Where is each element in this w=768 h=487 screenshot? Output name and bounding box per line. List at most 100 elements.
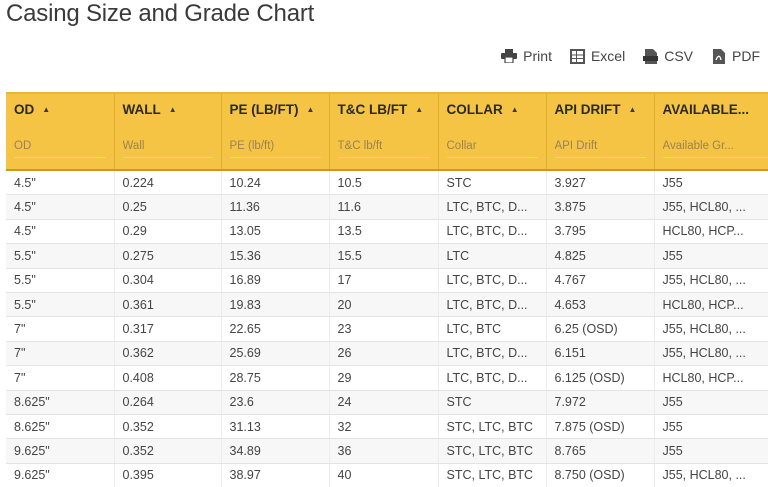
column-header-tc[interactable]: T&C LB/FT ▲ — [329, 92, 439, 125]
table-row[interactable]: 8.625" 0.352 31.13 32 STC, LTC, BTC 7.875 (OS… — [6, 414, 768, 440]
sort-ascending-icon: ▲ — [306, 105, 315, 114]
column-header-api-drift[interactable]: API DRIFT ▲ — [546, 92, 655, 125]
table-cell: 5.5" — [6, 292, 115, 318]
table-row[interactable]: 9.625" 0.395 38.97 40 STC, LTC, BTC 8.750 (OS… — [6, 463, 768, 487]
table-row[interactable]: 8.625" 0.264 23.6 24 STC 7.972 J55 — [6, 390, 768, 415]
table-cell: 0.395 — [114, 463, 222, 487]
table-row[interactable]: 7" 0.317 22.65 23 LTC, BTC 6.25 (OSD) J55, HCL… — [6, 316, 768, 342]
filter-cell — [114, 125, 222, 171]
table-cell: LTC, BTC, D... — [438, 268, 547, 293]
filter-input-available-grades[interactable] — [662, 138, 768, 158]
column-header-label: COLLAR — [446, 102, 503, 117]
table-cell: J55 — [654, 170, 768, 196]
filter-input-od[interactable] — [14, 138, 106, 158]
table-cell: 31.13 — [221, 414, 330, 440]
table-cell: 3.875 — [546, 194, 655, 220]
filter-input-pe[interactable] — [229, 138, 321, 158]
pdf-label: PDF — [732, 48, 760, 64]
table-cell: 7.972 — [546, 390, 655, 415]
table-row[interactable]: 5.5" 0.361 19.83 20 LTC, BTC, D... 4.653 HCL80… — [6, 292, 768, 318]
filter-input-wall[interactable] — [122, 138, 213, 158]
column-header-pe[interactable]: PE (LB/FT) ▲ — [221, 92, 330, 125]
table-cell: J55 — [654, 414, 768, 440]
excel-icon — [569, 48, 585, 64]
table-cell: J55 — [654, 438, 768, 464]
table-cell: 7" — [6, 365, 115, 391]
sort-ascending-icon: ▲ — [415, 105, 424, 114]
table-cell: 0.224 — [114, 170, 222, 196]
table-cell: 3.927 — [546, 170, 655, 196]
table-cell: 7.875 (OSD) — [546, 414, 655, 440]
table-row[interactable]: 4.5" 0.29 13.05 13.5 LTC, BTC, D... 3.795 HCL8… — [6, 219, 768, 245]
table-cell: LTC, BTC, D... — [438, 365, 547, 391]
csv-label: CSV — [664, 48, 693, 64]
table-cell: 9.625" — [6, 438, 115, 464]
table-cell: LTC, BTC, D... — [438, 341, 547, 367]
table-cell: 4.5" — [6, 194, 115, 220]
table-cell: 13.5 — [329, 219, 439, 245]
table-cell: 4.653 — [546, 292, 655, 318]
casing-table: OD ▲ WALL ▲ PE (LB/FT) ▲ T&C LB/FT ▲ COLLAR ▲… — [6, 92, 768, 487]
table-cell: 0.352 — [114, 414, 222, 440]
table-cell: 11.6 — [329, 194, 439, 220]
page-title: Casing Size and Grade Chart — [6, 0, 315, 27]
column-header-label: WALL — [122, 102, 161, 117]
table-cell: 6.25 (OSD) — [546, 316, 655, 342]
table-body: 4.5" 0.224 10.24 10.5 STC 3.927 J55 4.5" 0.25 11… — [6, 170, 768, 487]
table-row[interactable]: 7" 0.362 25.69 26 LTC, BTC, D... 6.151 J55, HC… — [6, 341, 768, 367]
table-cell: 17 — [329, 268, 439, 293]
table-cell: 29 — [329, 365, 439, 391]
table-cell: 8.765 — [546, 438, 655, 464]
table-row[interactable]: 4.5" 0.25 11.36 11.6 LTC, BTC, D... 3.875 J55,… — [6, 194, 768, 220]
filter-cell — [6, 125, 115, 171]
table-cell: 4.825 — [546, 243, 655, 269]
table-cell: STC, LTC, BTC — [438, 438, 547, 464]
column-header-label: PE (LB/FT) — [229, 102, 299, 117]
table-cell: 6.151 — [546, 341, 655, 367]
table-cell: 3.795 — [546, 219, 655, 245]
table-cell: 23 — [329, 316, 439, 342]
table-cell: 6.125 (OSD) — [546, 365, 655, 391]
column-header-wall[interactable]: WALL ▲ — [114, 92, 222, 125]
table-cell: 0.408 — [114, 365, 222, 391]
table-cell: LTC, BTC — [438, 316, 547, 342]
table-row[interactable]: 7" 0.408 28.75 29 LTC, BTC, D... 6.125 (OSD) H… — [6, 365, 768, 391]
table-cell: 4.5" — [6, 170, 115, 196]
column-header-label: T&C LB/FT — [337, 102, 408, 117]
filter-input-collar[interactable] — [446, 138, 538, 158]
table-cell: 8.625" — [6, 390, 115, 415]
table-cell: HCL80, HCP... — [654, 365, 768, 391]
table-cell: J55, HCL80, ... — [654, 316, 768, 342]
filter-input-tc[interactable] — [337, 138, 430, 158]
column-header-od[interactable]: OD ▲ — [6, 92, 115, 125]
filter-cell — [329, 125, 439, 171]
table-cell: 15.36 — [221, 243, 330, 269]
excel-button[interactable]: Excel — [569, 48, 625, 64]
column-header-available-grades[interactable]: AVAILABLE... — [654, 92, 768, 125]
table-cell: 25.69 — [221, 341, 330, 367]
table-cell: 28.75 — [221, 365, 330, 391]
table-row[interactable]: 5.5" 0.275 15.36 15.5 LTC 4.825 J55 — [6, 243, 768, 269]
sort-ascending-icon: ▲ — [42, 105, 51, 114]
table-cell: 20 — [329, 292, 439, 318]
table-cell: 9.625" — [6, 463, 115, 487]
filter-input-api-drift[interactable] — [554, 138, 646, 158]
pdf-button[interactable]: PDF — [711, 48, 760, 64]
table-row[interactable]: 4.5" 0.224 10.24 10.5 STC 3.927 J55 — [6, 170, 768, 196]
table-cell: 0.362 — [114, 341, 222, 367]
table-cell: J55 — [654, 243, 768, 269]
table-cell: LTC, BTC, D... — [438, 194, 547, 220]
print-button[interactable]: Print — [501, 48, 552, 64]
table-cell: 40 — [329, 463, 439, 487]
table-cell: LTC — [438, 243, 547, 269]
table-cell: 10.24 — [221, 170, 330, 196]
csv-button[interactable]: CSV — [643, 48, 693, 64]
filter-cell — [221, 125, 330, 171]
table-cell: STC, LTC, BTC — [438, 463, 547, 487]
table-row[interactable]: 9.625" 0.352 34.89 36 STC, LTC, BTC 8.765 J55 — [6, 438, 768, 464]
table-cell: 0.264 — [114, 390, 222, 415]
column-header-collar[interactable]: COLLAR ▲ — [438, 92, 547, 125]
table-cell: 0.304 — [114, 268, 222, 293]
table-row[interactable]: 5.5" 0.304 16.89 17 LTC, BTC, D... 4.767 J55, … — [6, 268, 768, 293]
table-cell: STC, LTC, BTC — [438, 414, 547, 440]
